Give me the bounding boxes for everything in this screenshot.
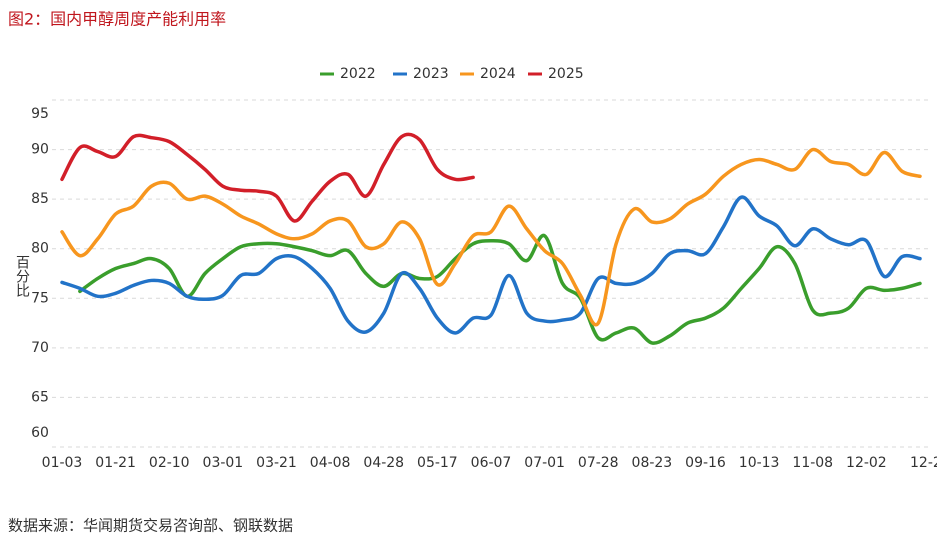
y-tick-label: 70 (31, 340, 49, 356)
x-tick-label: 03-21 (256, 455, 297, 471)
x-tick-label: 06-07 (471, 455, 512, 471)
series-line (60, 147, 922, 327)
y-tick-label: 75 (31, 290, 49, 306)
x-tick-label: 11-08 (792, 455, 833, 471)
chart-title: 图2：国内甲醇周度产能利用率 (8, 10, 226, 29)
x-tick-label: 01-21 (95, 455, 136, 471)
legend-label: 2025 (548, 66, 584, 82)
y-tick-label: 60 (31, 425, 49, 441)
x-tick-label: 12-02 (846, 455, 887, 471)
x-tick-label: 04-08 (310, 455, 351, 471)
y-tick-label: 95 (31, 106, 49, 122)
legend-label: 2022 (340, 66, 376, 82)
x-tick-label: 07-01 (524, 455, 565, 471)
y-axis-label: 百分比 (14, 255, 30, 297)
x-tick-label: 03-01 (203, 455, 244, 471)
y-tick-label: 90 (31, 142, 49, 158)
legend-label: 2024 (480, 66, 516, 82)
x-tick-label: 12-2 (910, 455, 937, 471)
series-line (60, 132, 475, 223)
y-tick-label: 85 (31, 191, 49, 207)
x-tick-label: 05-17 (417, 455, 458, 471)
x-tick-label: 02-10 (149, 455, 190, 471)
series-line (60, 195, 922, 335)
x-tick-label: 07-28 (578, 455, 619, 471)
y-tick-label: 65 (31, 389, 49, 405)
y-tick-label: 80 (31, 241, 49, 257)
x-tick-label: 09-16 (685, 455, 726, 471)
source-note: 数据来源：华闻期货交易咨询部、钢联数据 (8, 517, 293, 535)
x-tick-label: 08-23 (632, 455, 673, 471)
legend-label: 2023 (413, 66, 449, 82)
x-tick-label: 04-28 (363, 455, 404, 471)
x-tick-label: 01-03 (42, 455, 83, 471)
x-tick-label: 10-13 (739, 455, 780, 471)
series-line (78, 233, 922, 345)
